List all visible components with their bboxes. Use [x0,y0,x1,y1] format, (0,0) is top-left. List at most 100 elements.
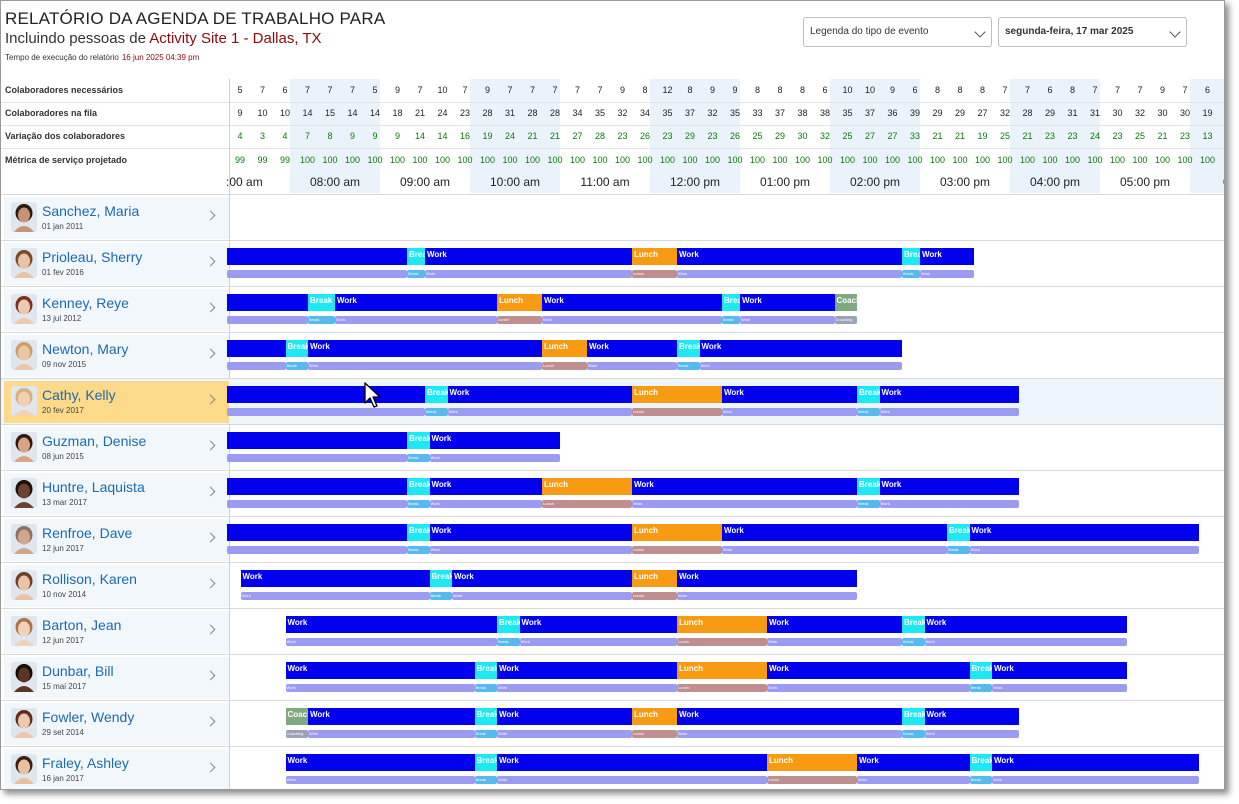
event-break[interactable]: Break [677,340,700,357]
agent-name[interactable]: Prioleau, Sherry [42,249,143,265]
event-work[interactable]: Work [429,478,542,495]
agent-card[interactable]: Huntre, Laquista 13 mar 2017 [4,473,229,515]
agent-name[interactable]: Barton, Jean [42,617,122,633]
agent-card[interactable]: Guzman, Denise 08 jun 2015 [4,427,229,469]
agent-card[interactable]: Barton, Jean 12 jun 2017 [4,611,229,653]
event-work[interactable]: Work [767,616,902,633]
agent-name[interactable]: Fowler, Wendy [42,709,135,725]
event-work[interactable]: Work [519,616,677,633]
agent-name[interactable]: Huntre, Laquista [42,479,145,495]
event-lunch[interactable]: Lunch [632,248,677,265]
event-work[interactable]: Work [285,754,475,771]
event-break[interactable]: Break [969,662,992,679]
chevron-right-icon[interactable] [205,578,216,589]
event-break[interactable]: Break [902,616,925,633]
event-break[interactable]: Break [857,478,880,495]
agent-row[interactable]: Guzman, Denise 08 jun 2015 Break Break Work W… [1,424,1224,471]
event-work[interactable]: Work [497,662,677,679]
agent-row[interactable]: Dunbar, Bill 15 mai 2017 Work Work Break Brea… [1,654,1224,701]
event-work[interactable]: Work [722,386,857,403]
event-break[interactable]: Break [474,708,497,725]
event-break[interactable]: Break [407,432,430,449]
event-break[interactable]: Break [947,524,970,541]
event-work[interactable]: Work [285,616,497,633]
event-lunch[interactable]: Lunch [542,340,587,357]
agent-card[interactable]: Sanchez, Maria 01 jan 2011 [4,197,229,239]
event-work[interactable]: Work [632,478,857,495]
agent-card[interactable]: Rollison, Karen 10 nov 2014 [4,565,229,607]
chevron-right-icon[interactable] [205,670,216,681]
agent-row[interactable]: Cathy, Kelly 20 fev 2017 Break Break Work Wor… [1,378,1224,425]
event-lunch[interactable]: Lunch [632,386,722,403]
agent-card[interactable]: Kenney, Reye 13 jul 2012 [4,289,229,331]
event-work[interactable]: Work [677,570,857,587]
chevron-right-icon[interactable] [205,210,216,221]
event-break[interactable]: Break [969,754,992,771]
event-work[interactable]: Work [699,340,902,357]
chevron-right-icon[interactable] [205,532,216,543]
event-work[interactable]: Work [677,708,902,725]
agent-card[interactable]: Cathy, Kelly 20 fev 2017 [4,381,229,423]
event-break[interactable]: Break [407,524,430,541]
event-lunch[interactable]: Lunch [497,294,542,311]
event-work[interactable] [227,524,407,541]
event-work[interactable] [227,478,407,495]
agent-row[interactable]: Barton, Jean 12 jun 2017 Work Work Break Brea… [1,608,1224,655]
event-break[interactable]: Break [429,570,452,587]
event-work[interactable]: Work [924,616,1127,633]
chevron-right-icon[interactable] [205,486,216,497]
event-work[interactable]: Work [335,294,497,311]
agent-row[interactable]: Sanchez, Maria 01 jan 2011 [1,194,1224,241]
agent-row[interactable]: Kenney, Reye 13 jul 2012 Break Break Work Wor… [1,286,1224,333]
event-work[interactable]: Work [722,524,947,541]
event-work[interactable]: Work [429,432,560,449]
agent-name[interactable]: Guzman, Denise [42,433,147,449]
event-work[interactable]: Work [767,662,970,679]
event-break[interactable]: Break [474,662,497,679]
event-break[interactable]: Break [285,340,308,357]
event-legend-dropdown[interactable]: Legenda do tipo de evento [803,17,992,47]
agent-name[interactable]: Kenney, Reye [42,295,129,311]
chevron-right-icon[interactable] [205,348,216,359]
chevron-right-icon[interactable] [205,302,216,313]
event-work[interactable]: Work [285,662,475,679]
event-break[interactable]: Break [722,294,740,311]
chevron-right-icon[interactable] [205,394,216,405]
event-work[interactable]: Work [740,294,835,311]
event-coach[interactable]: Coach [834,294,857,311]
chevron-right-icon[interactable] [205,256,216,267]
agent-name[interactable]: Sanchez, Maria [42,203,140,219]
event-lunch[interactable]: Lunch [632,570,677,587]
event-work[interactable] [227,340,286,357]
agent-row[interactable]: Fraley, Ashley 16 jan 2017 Work Work Break Br… [1,746,1224,789]
event-break[interactable]: Break [407,478,430,495]
event-work[interactable]: Work [240,570,430,587]
event-work[interactable]: Work [447,386,632,403]
event-work[interactable]: Work [992,662,1127,679]
event-break[interactable]: Break [425,386,448,403]
chevron-right-icon[interactable] [205,440,216,451]
event-lunch[interactable]: Lunch [677,616,767,633]
chevron-right-icon[interactable] [205,762,216,773]
date-dropdown[interactable]: segunda-feira, 17 mar 2025 [998,17,1187,47]
event-work[interactable]: Work [587,340,677,357]
event-break[interactable]: Break [474,754,497,771]
event-work[interactable]: Work [857,754,970,771]
agent-name[interactable]: Fraley, Ashley [42,755,129,771]
agent-card[interactable]: Newton, Mary 09 nov 2015 [4,335,229,377]
agent-row[interactable]: Rollison, Karen 10 nov 2014 Work Work Break B… [1,562,1224,609]
event-break[interactable]: Break [902,708,925,725]
agent-row[interactable]: Renfroe, Dave 12 jun 2017 Break Break Work Wo… [1,516,1224,563]
agent-name[interactable]: Dunbar, Bill [42,663,114,679]
event-work[interactable]: Work [497,708,632,725]
agent-card[interactable]: Fowler, Wendy 29 set 2014 [4,703,229,745]
event-work[interactable]: Work [497,754,767,771]
agent-card[interactable]: Prioleau, Sherry 01 fev 2016 [4,243,229,285]
event-work[interactable]: Work [924,708,1019,725]
event-work[interactable]: Work [879,478,1019,495]
agent-name[interactable]: Cathy, Kelly [42,387,116,403]
event-work[interactable]: Work [308,340,542,357]
event-work[interactable] [227,248,407,265]
